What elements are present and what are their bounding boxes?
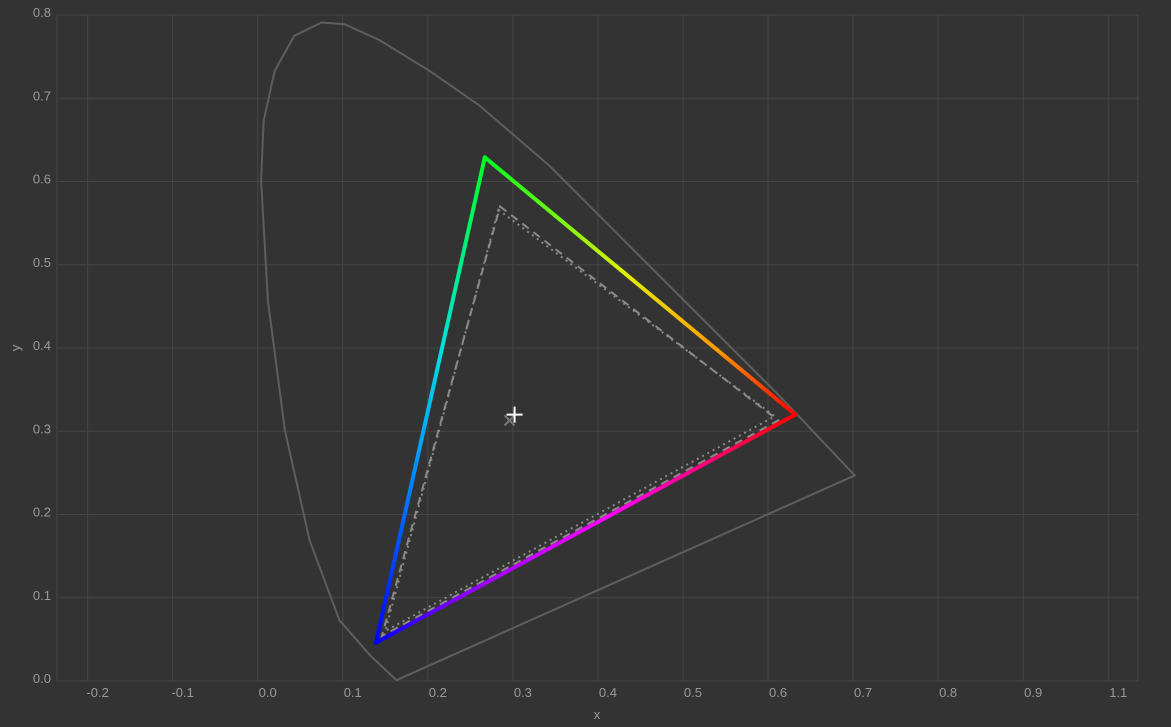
gamut-edge-green-red bbox=[482, 155, 798, 417]
x-tick-label: 0.0 bbox=[259, 685, 277, 700]
spectral-locus bbox=[260, 21, 856, 682]
x-tick-label: -0.1 bbox=[171, 685, 193, 700]
y-tick-label: 0.8 bbox=[33, 5, 51, 20]
reference-gamut-dotted bbox=[383, 208, 777, 634]
x-tick-label: -0.2 bbox=[86, 685, 108, 700]
x-tick-label: 0.8 bbox=[939, 685, 957, 700]
y-tick-label: 0.4 bbox=[33, 338, 51, 353]
grid bbox=[56, 14, 1139, 682]
gamut-edge-blue-green bbox=[373, 155, 487, 645]
x-tick-label: 0.7 bbox=[854, 685, 872, 700]
x-tick-label: 0.5 bbox=[684, 685, 702, 700]
x-tick-label: 0.4 bbox=[599, 685, 617, 700]
y-tick-label: 0.7 bbox=[33, 88, 51, 103]
x-tick-label: 0.9 bbox=[1024, 685, 1042, 700]
reference-white-point-marker bbox=[503, 414, 516, 427]
x-tick-label: 0.2 bbox=[429, 685, 447, 700]
x-tick-label: 1.1 bbox=[1109, 685, 1127, 700]
y-tick-label: 0.2 bbox=[33, 505, 51, 520]
reference-gamut-dashed bbox=[380, 204, 781, 639]
plot-marks bbox=[260, 21, 856, 682]
y-axis-ticks: 0.0 0.1 0.2 0.3 0.4 0.5 0.6 0.7 0.8 bbox=[33, 5, 51, 686]
y-tick-label: 0.0 bbox=[33, 671, 51, 686]
x-axis-ticks: -0.2 -0.1 0.0 0.1 0.2 0.3 0.4 0.5 0.6 0.7 0.8 0.9 1.… bbox=[86, 685, 1127, 700]
y-tick-label: 0.5 bbox=[33, 255, 51, 270]
gamut-edge-red-blue bbox=[373, 412, 798, 645]
y-tick-label: 0.1 bbox=[33, 588, 51, 603]
x-tick-label: 0.3 bbox=[514, 685, 532, 700]
x-axis-label: x bbox=[594, 707, 601, 722]
x-tick-label: 0.6 bbox=[769, 685, 787, 700]
y-axis-label: y bbox=[8, 344, 23, 351]
y-tick-label: 0.3 bbox=[33, 421, 51, 436]
y-tick-label: 0.6 bbox=[33, 172, 51, 187]
x-tick-label: 0.1 bbox=[344, 685, 362, 700]
white-point-marker bbox=[506, 406, 523, 423]
